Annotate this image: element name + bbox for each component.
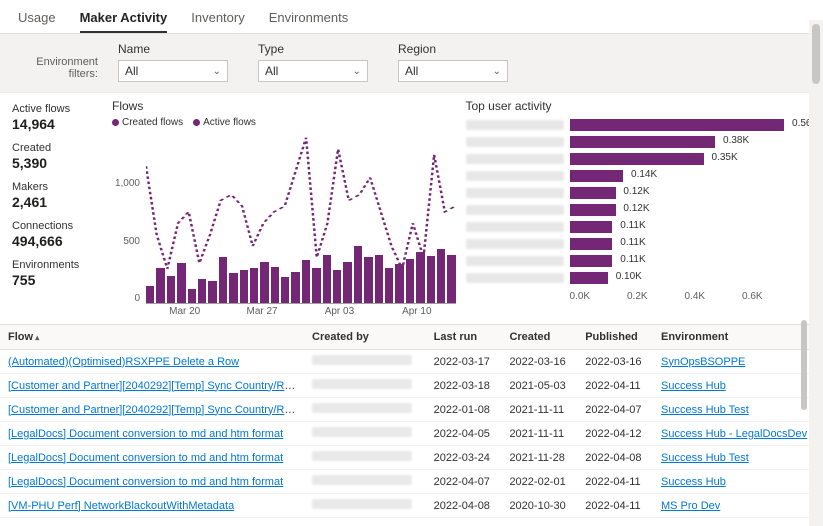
user-row: 0.56K — [466, 117, 814, 132]
table-row[interactable]: [LegalDocs] Document conversion to md an… — [0, 422, 823, 446]
created-by-redacted — [312, 403, 412, 413]
col-flow[interactable]: Flow — [0, 325, 304, 350]
flows-title: Flows — [112, 99, 460, 113]
kpi-active-flows: Active flows14,964 — [12, 103, 108, 132]
env-link[interactable]: MS Pro Dev — [661, 500, 720, 512]
page-scrollbar[interactable] — [809, 20, 823, 526]
env-link[interactable]: Success Hub — [661, 476, 726, 488]
created-by-redacted — [312, 499, 412, 509]
top-user-chart: 0.56K 0.38K 0.35K 0.14K 0.12K 0.12K 0.11K 0.11K… — [466, 117, 814, 307]
tab-environments[interactable]: Environments — [269, 6, 348, 33]
tab-inventory[interactable]: Inventory — [191, 6, 244, 33]
flow-link[interactable]: [VM-PHU Perf] NetworkBlackoutWithMetadat… — [8, 500, 234, 512]
kpi-environments: Environments755 — [12, 259, 108, 288]
table-scrollbar[interactable] — [799, 320, 809, 520]
top-user-title: Top user activity — [466, 99, 814, 113]
top-user-panel: Top user activity 0.56K0.38K0.35K0.14K0.… — [466, 99, 814, 322]
env-link[interactable]: Success Hub - LegalDocsDev — [661, 428, 807, 440]
created-by-redacted — [312, 451, 412, 461]
col-last-run[interactable]: Last run — [426, 325, 502, 350]
kpi-created: Created5,390 — [12, 142, 108, 171]
user-row: 0.12K — [466, 202, 814, 217]
col-published[interactable]: Published — [577, 325, 653, 350]
filter-label-name: Name — [118, 42, 228, 56]
filter-bar: Environment filters: Name All⌄ Type All⌄ Reg… — [0, 34, 823, 93]
user-row: 0.38K — [466, 134, 814, 149]
filter-select-type[interactable]: All⌄ — [258, 60, 368, 82]
user-row: 0.11K — [466, 236, 814, 251]
created-by-redacted — [312, 427, 412, 437]
user-row: 0.12K — [466, 185, 814, 200]
flow-link[interactable]: [Customer and Partner][2040292][Temp] Sy… — [8, 380, 304, 392]
flow-link[interactable]: [Customer and Partner][2040292][Temp] Sy… — [8, 404, 304, 416]
table-row[interactable]: [Customer and Partner][2040292][Temp] Sy… — [0, 374, 823, 398]
table-row[interactable]: [Customer and Partner][2040292][Temp] Sy… — [0, 398, 823, 422]
flow-table-wrap: FlowCreated byLast runCreatedPublishedEn… — [0, 324, 823, 518]
table-row[interactable]: [LegalDocs] Document conversion to md an… — [0, 470, 823, 494]
created-by-redacted — [312, 475, 412, 485]
filter-label-region: Region — [398, 42, 508, 56]
kpi-makers: Makers2,461 — [12, 181, 108, 210]
flows-panel: Flows Created flowsActive flows 05001,00… — [112, 99, 460, 322]
created-by-redacted — [312, 379, 412, 389]
env-link[interactable]: Success Hub — [661, 380, 726, 392]
env-link[interactable]: Success Hub Test — [661, 404, 749, 416]
flow-link[interactable]: (Automated)(Optimised)RSXPPE Delete a Ro… — [8, 356, 239, 368]
created-by-redacted — [312, 355, 412, 365]
col-environment[interactable]: Environment — [653, 325, 823, 350]
chevron-down-icon: ⌄ — [493, 66, 501, 77]
filter-select-name[interactable]: All⌄ — [118, 60, 228, 82]
table-row[interactable]: [VM-PHU Perf] NetworkBlackoutWithMetadat… — [0, 494, 823, 518]
flow-link[interactable]: [LegalDocs] Document conversion to md an… — [8, 428, 283, 440]
flows-chart: 05001,000 Mar 20Mar 27Apr 03Apr 10 — [112, 132, 460, 322]
tab-usage[interactable]: Usage — [18, 6, 56, 33]
env-link[interactable]: SynOpsBSOPPE — [661, 356, 745, 368]
flow-link[interactable]: [LegalDocs] Document conversion to md an… — [8, 476, 283, 488]
kpi-rail: Active flows14,964 Created5,390 Makers2,46… — [0, 93, 108, 324]
page-tabs: Usage Maker Activity Inventory Environments — [0, 0, 823, 34]
kpi-connections: Connections494,666 — [12, 220, 108, 249]
flows-legend: Created flowsActive flows — [112, 117, 460, 128]
user-row: 0.14K — [466, 168, 814, 183]
user-row: 0.35K — [466, 151, 814, 166]
filter-label-type: Type — [258, 42, 368, 56]
table-row[interactable]: (Automated)(Optimised)RSXPPE Delete a Ro… — [0, 350, 823, 374]
filter-select-region[interactable]: All⌄ — [398, 60, 508, 82]
env-link[interactable]: Success Hub Test — [661, 452, 749, 464]
table-row[interactable]: [LegalDocs] Document conversion to md an… — [0, 446, 823, 470]
chevron-down-icon: ⌄ — [353, 66, 361, 77]
col-created[interactable]: Created — [501, 325, 577, 350]
tab-maker-activity[interactable]: Maker Activity — [80, 6, 168, 33]
flow-table: FlowCreated byLast runCreatedPublishedEn… — [0, 325, 823, 518]
chevron-down-icon: ⌄ — [213, 66, 221, 77]
col-created-by[interactable]: Created by — [304, 325, 426, 350]
flow-link[interactable]: [LegalDocs] Document conversion to md an… — [8, 452, 283, 464]
filter-bar-label: Environment filters: — [18, 42, 98, 80]
user-row: 0.11K — [466, 219, 814, 234]
user-row: 0.10K — [466, 270, 814, 285]
user-row: 0.11K — [466, 253, 814, 268]
